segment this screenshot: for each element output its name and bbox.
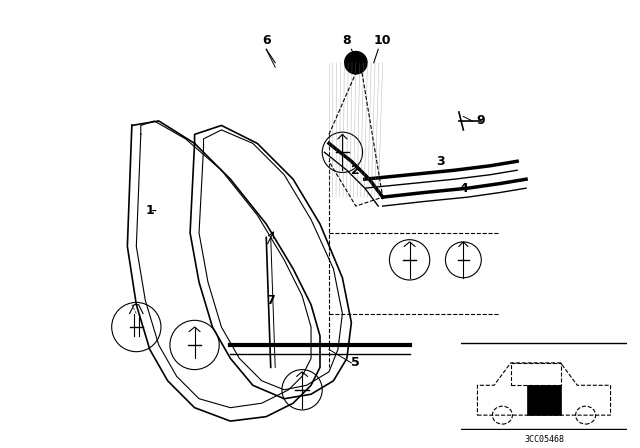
Text: 4: 4 [459, 181, 468, 195]
Text: 9: 9 [477, 114, 485, 128]
Text: 7: 7 [266, 293, 275, 307]
Text: 6: 6 [262, 34, 271, 47]
Polygon shape [527, 385, 561, 415]
Text: 10: 10 [374, 34, 392, 47]
Text: 3: 3 [436, 155, 445, 168]
Text: 5: 5 [351, 356, 360, 370]
Text: 8: 8 [342, 34, 351, 47]
Text: 3CC05468: 3CC05468 [524, 435, 564, 444]
Text: 1: 1 [145, 204, 154, 217]
Circle shape [344, 52, 367, 74]
Text: 2: 2 [351, 164, 360, 177]
